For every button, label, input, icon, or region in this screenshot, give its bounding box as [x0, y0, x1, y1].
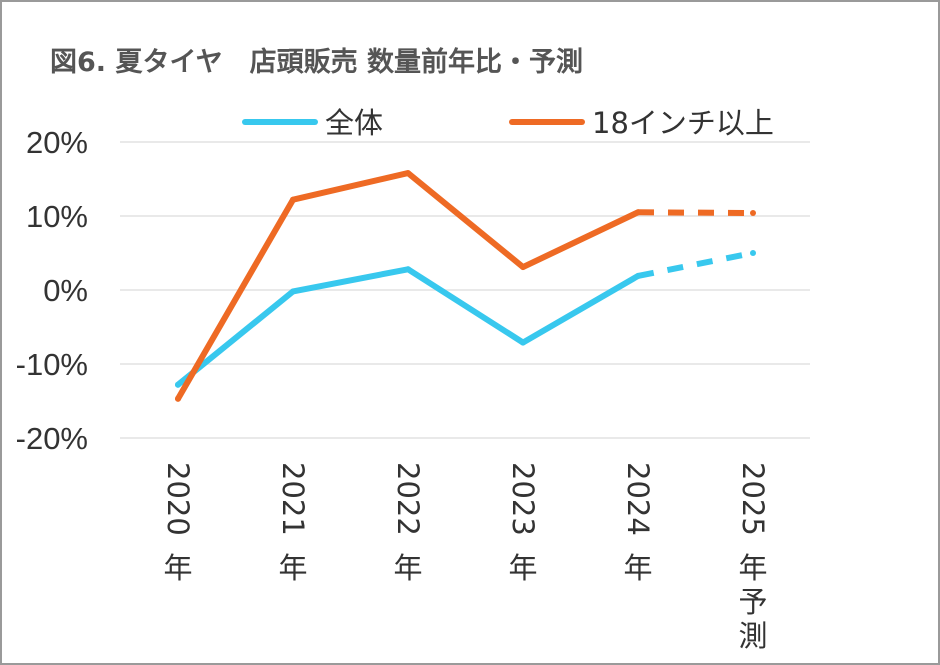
- x-category-char: 測: [738, 619, 767, 653]
- x-category-char: 年: [623, 551, 652, 585]
- y-axis-ticks: 20% 10% 0% -10% -20%: [16, 125, 88, 456]
- y-tick-label: 0%: [43, 273, 88, 308]
- series-forecast-line: [637, 250, 754, 279]
- x-category-char: 年: [508, 551, 537, 585]
- chart-title: 図6. 夏タイヤ 店頭販売 数量前年比・予測: [50, 47, 584, 78]
- series-forecast-line: [637, 209, 754, 217]
- y-tick-label: -20%: [16, 421, 88, 456]
- x-category-label: 2023 年: [506, 462, 540, 585]
- data-point: [290, 288, 296, 295]
- series-line: [175, 266, 641, 388]
- data-point: [175, 395, 181, 402]
- x-category-year: 2025: [736, 462, 770, 536]
- data-point: [750, 250, 756, 256]
- legend-label: 18インチ以上: [592, 106, 774, 140]
- data-point: [405, 266, 411, 273]
- data-point: [175, 381, 181, 388]
- data-point: [635, 209, 641, 216]
- x-category-year: 2023: [506, 462, 540, 536]
- x-category-label: 2020 年: [161, 462, 195, 585]
- x-category-label: 2022 年: [391, 462, 425, 585]
- series-lines: [175, 170, 756, 402]
- x-category-char: 年: [393, 551, 422, 585]
- y-tick-label: 10%: [26, 199, 88, 234]
- y-tick-label: 20%: [26, 125, 88, 160]
- series-line: [175, 170, 641, 402]
- legend: 全体 18インチ以上: [242, 106, 774, 140]
- x-category-char: 年: [738, 551, 767, 585]
- x-category-char: 予: [738, 585, 767, 619]
- data-point: [635, 272, 641, 279]
- x-category-year: 2020: [161, 462, 195, 536]
- x-category-label: 2025 年予測: [736, 462, 770, 653]
- x-category-label: 2021 年: [276, 462, 310, 585]
- data-point: [520, 339, 526, 346]
- x-category-year: 2022: [391, 462, 425, 536]
- x-category-year: 2024: [621, 462, 655, 536]
- x-category-char: 年: [278, 551, 307, 585]
- gridlines: [120, 141, 810, 439]
- data-point: [520, 264, 526, 271]
- x-category-year: 2021: [276, 462, 310, 536]
- x-category-char: 年: [163, 551, 192, 585]
- y-tick-label: -10%: [16, 347, 88, 382]
- data-point: [405, 170, 411, 177]
- data-point: [290, 196, 296, 203]
- data-point: [750, 210, 756, 217]
- x-category-label: 2024 年: [621, 462, 655, 585]
- legend-label: 全体: [325, 106, 383, 140]
